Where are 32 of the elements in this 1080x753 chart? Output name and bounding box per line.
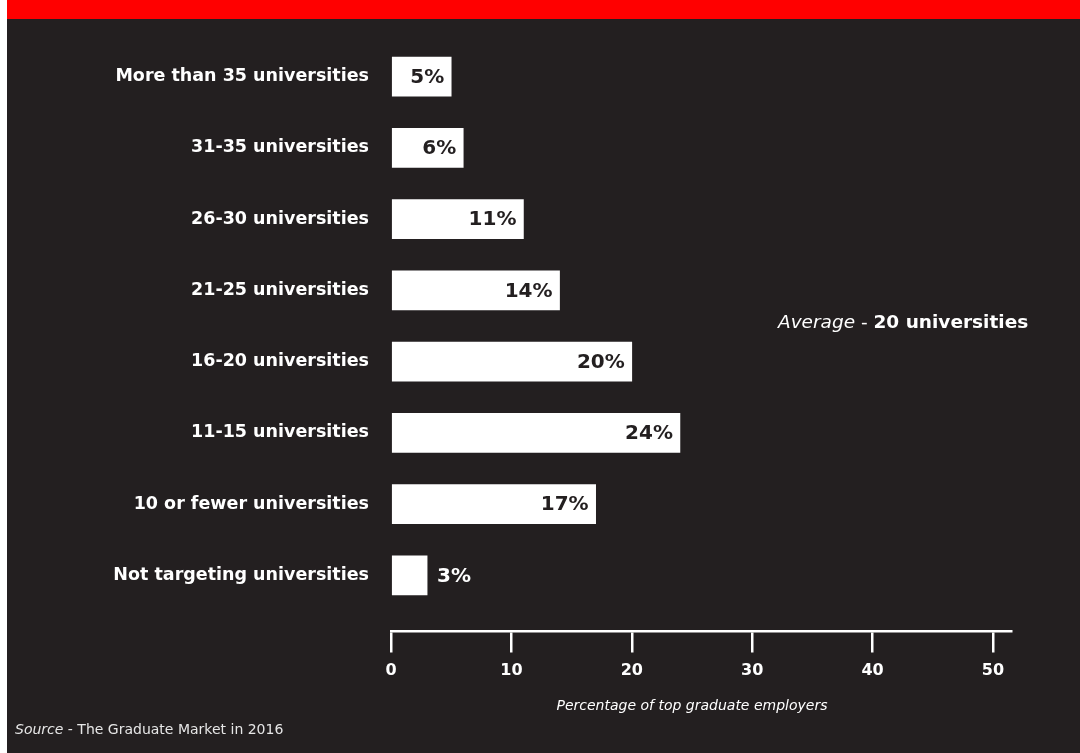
y-tick-label: 31-35 universities: [191, 136, 369, 157]
x-tick-label: 40: [861, 659, 884, 679]
x-tick-label: 0: [385, 659, 397, 679]
y-tick-label: 26-30 universities: [191, 207, 369, 228]
y-tick-label: 21-25 universities: [191, 278, 369, 299]
data-label: 5%: [410, 63, 445, 88]
y-tick-label: Not targeting universities: [113, 563, 369, 584]
bar: [391, 484, 596, 524]
x-tick-label: 10: [500, 659, 523, 679]
y-tick-label: 10 or fewer universities: [133, 492, 369, 513]
x-tick-label: 30: [741, 659, 764, 679]
bar: [391, 199, 524, 239]
data-label: 6%: [422, 135, 457, 160]
source-note: Source - The Graduate Market in 2016: [15, 721, 284, 737]
data-label: 17%: [540, 491, 589, 516]
data-label: 24%: [625, 420, 673, 445]
y-tick-label: 16-20 universities: [191, 350, 369, 371]
data-label: 20%: [576, 348, 625, 373]
bar: [391, 413, 681, 453]
bar: [391, 555, 428, 596]
y-tick-label: 11-15 universities: [191, 421, 369, 442]
annotation: Average - 20 universities: [778, 311, 1029, 332]
data-label: 11%: [468, 206, 517, 231]
bar: [391, 128, 464, 168]
bar: [391, 270, 560, 311]
data-label: 14%: [504, 277, 553, 302]
data-label: 3%: [437, 562, 472, 587]
x-tick-label: 20: [620, 659, 643, 679]
bar: [391, 341, 633, 382]
y-tick-label: More than 35 universities: [115, 65, 369, 86]
x-axis-title: Percentage of top graduate employers: [556, 696, 828, 713]
x-tick-label: 50: [981, 659, 1005, 679]
